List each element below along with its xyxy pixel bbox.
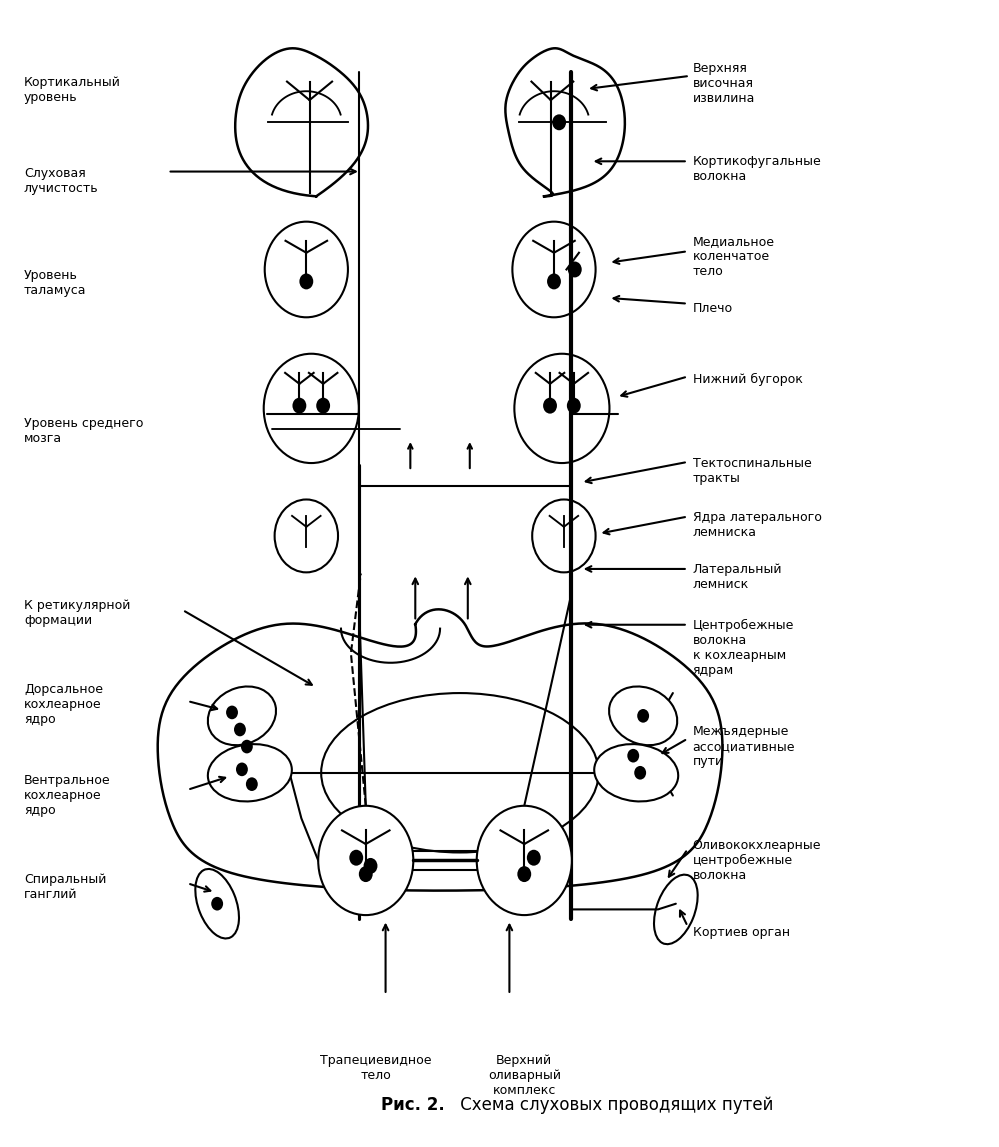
Circle shape [226, 705, 238, 719]
Text: Медиальное
коленчатое
тело: Медиальное коленчатое тело [692, 235, 774, 279]
Circle shape [517, 866, 531, 882]
Circle shape [526, 850, 540, 866]
Text: Вентральное
кохлеарное
ядро: Вентральное кохлеарное ядро [24, 774, 111, 817]
Circle shape [293, 398, 307, 414]
Text: Кортикофугальные
волокна: Кортикофугальные волокна [692, 155, 821, 184]
Circle shape [552, 115, 566, 131]
Ellipse shape [208, 686, 276, 746]
Text: Плечо: Плечо [692, 302, 733, 314]
Circle shape [532, 499, 595, 572]
Text: Оливококхлеарные
центробежные
волокна: Оливококхлеарные центробежные волокна [692, 838, 821, 882]
Circle shape [241, 740, 253, 754]
Ellipse shape [322, 693, 598, 852]
Ellipse shape [609, 686, 677, 746]
Text: Спиральный
ганглий: Спиральный ганглий [24, 873, 106, 900]
Text: Трапециевидное
тело: Трапециевидное тело [320, 1054, 432, 1082]
Circle shape [627, 749, 639, 763]
Text: Межъядерные
ассоциативные
пути: Межъядерные ассоциативные пути [692, 725, 795, 768]
Circle shape [350, 850, 364, 866]
Circle shape [364, 858, 378, 874]
Text: Схема слуховых проводящих путей: Схема слуховых проводящих путей [455, 1097, 773, 1115]
Circle shape [264, 353, 359, 463]
Text: Кортиев орган: Кортиев орган [692, 926, 790, 938]
Circle shape [547, 273, 560, 289]
Text: Ядра латерального
лемниска: Ядра латерального лемниска [692, 510, 821, 539]
Text: Слуховая
лучистость: Слуховая лучистость [24, 166, 99, 195]
Circle shape [275, 499, 338, 572]
Circle shape [265, 221, 348, 318]
Circle shape [637, 709, 649, 723]
Text: К ретикулярной
формации: К ретикулярной формации [24, 600, 130, 627]
Circle shape [567, 262, 581, 278]
Ellipse shape [208, 744, 292, 802]
Circle shape [236, 763, 248, 777]
Circle shape [543, 398, 557, 414]
Text: Уровень
таламуса: Уровень таламуса [24, 270, 87, 297]
Text: Верхний
оливарный
комплекс: Верхний оливарный комплекс [488, 1054, 560, 1097]
Text: Нижний бугорок: Нижний бугорок [692, 374, 802, 387]
Ellipse shape [594, 744, 678, 802]
Text: Центробежные
волокна
к кохлеарным
ядрам: Центробежные волокна к кохлеарным ядрам [692, 618, 794, 677]
Circle shape [211, 897, 223, 911]
Text: Тектоспинальные
тракты: Тектоспинальные тракты [692, 457, 811, 485]
Circle shape [319, 806, 414, 915]
Circle shape [359, 866, 373, 882]
Text: Верхняя
височная
извилина: Верхняя височная извилина [692, 62, 755, 106]
Circle shape [477, 806, 571, 915]
Ellipse shape [654, 875, 697, 944]
Circle shape [512, 221, 595, 318]
Circle shape [234, 723, 246, 736]
Circle shape [246, 778, 258, 791]
Text: Дорсальное
кохлеарное
ядро: Дорсальное кохлеарное ядро [24, 682, 103, 726]
Circle shape [566, 398, 580, 414]
Circle shape [514, 353, 609, 463]
Text: Кортикальный
уровень: Кортикальный уровень [24, 76, 121, 103]
Circle shape [634, 766, 646, 780]
Text: Уровень среднего
мозга: Уровень среднего мозга [24, 418, 143, 445]
Circle shape [317, 398, 330, 414]
Circle shape [300, 273, 314, 289]
Text: Рис. 2.: Рис. 2. [381, 1097, 445, 1115]
Ellipse shape [196, 869, 239, 938]
Text: Латеральный
лемниск: Латеральный лемниск [692, 563, 782, 591]
